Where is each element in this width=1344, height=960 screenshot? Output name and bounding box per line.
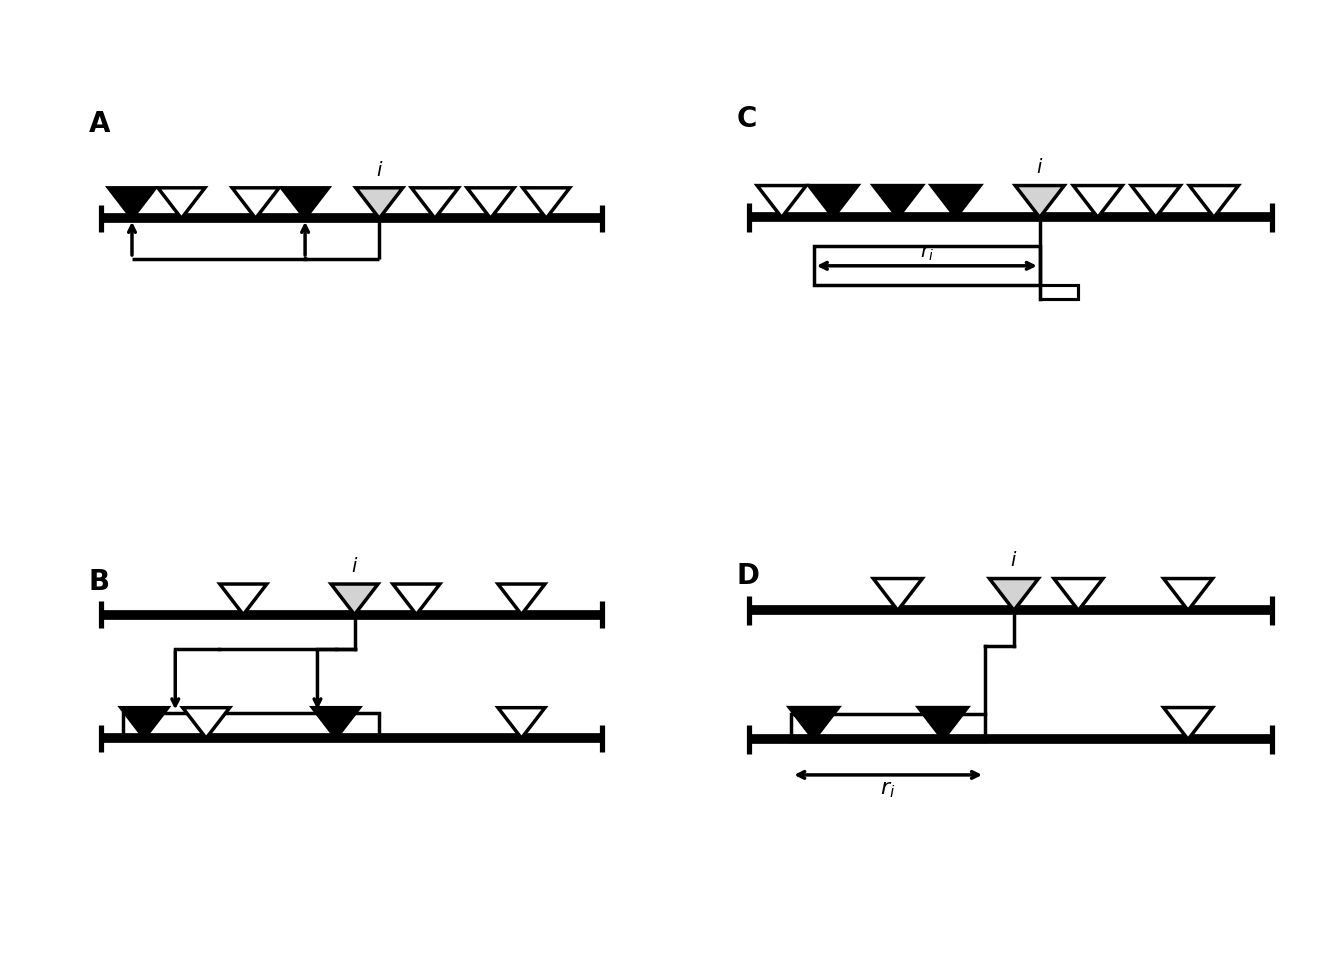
- Polygon shape: [1164, 579, 1212, 611]
- Polygon shape: [313, 708, 359, 738]
- Polygon shape: [468, 188, 513, 218]
- Bar: [122, 713, 379, 739]
- Polygon shape: [331, 584, 378, 614]
- Polygon shape: [809, 185, 857, 217]
- Text: A: A: [89, 110, 110, 138]
- Polygon shape: [1074, 185, 1122, 217]
- Polygon shape: [109, 188, 156, 218]
- Polygon shape: [757, 185, 806, 217]
- Polygon shape: [499, 584, 544, 614]
- Text: $i$: $i$: [375, 161, 383, 180]
- Polygon shape: [1015, 185, 1064, 217]
- Polygon shape: [789, 708, 839, 739]
- Polygon shape: [1132, 185, 1180, 217]
- Text: D: D: [737, 562, 759, 590]
- Polygon shape: [931, 185, 980, 217]
- Text: $r_i$: $r_i$: [880, 780, 896, 800]
- Polygon shape: [183, 708, 230, 738]
- Polygon shape: [282, 188, 328, 218]
- Polygon shape: [121, 708, 168, 738]
- Polygon shape: [989, 579, 1039, 611]
- Polygon shape: [523, 188, 570, 218]
- Bar: [814, 247, 1040, 285]
- Polygon shape: [1054, 579, 1103, 611]
- Text: C: C: [737, 105, 757, 132]
- Polygon shape: [874, 579, 922, 611]
- Text: $i$: $i$: [1036, 158, 1043, 178]
- Polygon shape: [1189, 185, 1238, 217]
- Polygon shape: [1164, 708, 1212, 739]
- Polygon shape: [356, 188, 403, 218]
- Text: B: B: [89, 568, 110, 596]
- Text: $i$: $i$: [1011, 551, 1017, 570]
- Bar: [1040, 285, 1078, 300]
- Polygon shape: [392, 584, 439, 614]
- Polygon shape: [233, 188, 280, 218]
- Polygon shape: [411, 188, 458, 218]
- Polygon shape: [499, 708, 544, 738]
- Text: $i$: $i$: [351, 557, 359, 576]
- Polygon shape: [159, 188, 204, 218]
- Bar: [792, 713, 985, 741]
- Text: $r_i$: $r_i$: [919, 244, 934, 263]
- Polygon shape: [874, 185, 922, 217]
- Polygon shape: [918, 708, 968, 739]
- Polygon shape: [220, 584, 266, 614]
